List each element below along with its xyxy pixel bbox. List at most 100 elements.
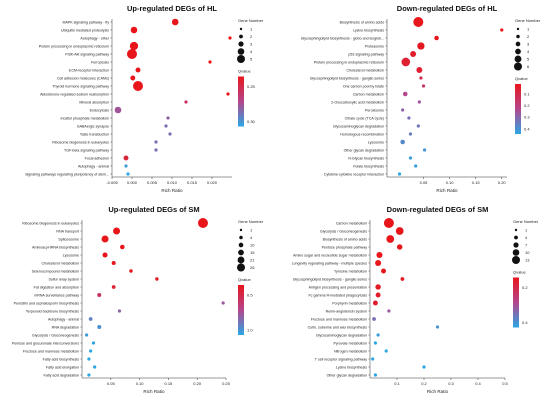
data-point [226,92,230,96]
data-point [407,116,411,120]
data-point [85,333,89,337]
qvalue-legend-title: Qvalue [513,270,526,275]
qvalue-legend-title: Qvalue [238,69,251,74]
x-tick-label: 0.5 [502,381,508,386]
data-point [402,91,408,97]
data-point [129,269,133,273]
data-point [416,67,423,73]
data-point [168,132,172,136]
term-label: Lysosome [368,140,384,144]
term-label: Glycosphingolipid biosynthesis - ganglio… [310,76,385,80]
size-legend-label: 4 [525,235,528,240]
size-legend-label: 13 [525,257,530,262]
data-point [129,41,139,51]
size-legend-dot [237,55,245,63]
x-tick-label: 0.15 [165,381,174,386]
size-legend-label: 4 [527,49,530,54]
x-tick-label: 0.20 [193,381,202,386]
size-legend-label: 3 [250,41,253,46]
term-label: Aldosterone-regulated sodium reabsorptio… [40,92,109,96]
qvalue-legend-label: 0.4 [524,126,530,131]
term-label: Other glycan degradation [327,373,367,377]
size-legend-dot [514,55,522,63]
term-label: Ribosome biogenesis in eukaryotes [22,221,79,225]
term-label: Protein processing in endoplasmic reticu… [314,60,384,64]
size-legend-label: 1 [250,26,253,31]
x-tick-label: 0.005 [147,180,158,185]
size-legend-dot [238,249,244,256]
term-label: Autophagy - other [80,36,109,40]
x-tick-label: 0.3 [448,381,454,386]
term-label: Mineral absorption [79,100,109,104]
x-tick-label: 0.020 [207,180,218,185]
term-label: Porphyrin metabolism [332,301,367,305]
chart-panel-3: Up-regulated DEGs of SM 0.05 0.10 0.15 0.20 0… [12,205,264,394]
data-point [127,49,137,59]
data-point [130,75,136,81]
size-legend-dot [515,48,521,55]
term-label: Aminoacyl-tRNA biosynthesis [32,245,79,249]
data-point [373,373,377,377]
data-point [126,172,130,176]
data-point [171,18,179,26]
term-label: Proteasome [365,44,384,48]
size-legend-dot [238,242,244,248]
data-point [422,365,426,369]
term-label: Fatty acid biosynthesis [43,357,80,361]
data-point [154,140,158,144]
data-point [114,106,122,114]
data-point [422,148,427,152]
term-label: Nitrogen metabolism [334,349,367,353]
term-label: Sulfur relay system [48,277,79,281]
data-point [154,148,158,152]
size-legend-dot [237,256,245,264]
term-label: Fructose and mannose metabolism [23,349,79,353]
size-legend-label: 2 [250,34,253,39]
size-legend-dot [516,27,520,31]
x-tick-label: 0.20 [498,180,507,185]
data-point [376,251,383,259]
size-legend-title: Gene Number [513,219,539,224]
data-point [133,81,143,91]
size-legend-dot [515,41,521,47]
size-legend-dot [514,235,518,240]
data-point [93,365,97,369]
term-label: Cytokine-cytokine receptor interaction [324,172,384,176]
term-label: Lysosome [63,253,79,257]
chart-panel-1: Up-regulated DEGs of HL -0.005 0.000 0.005 0… [25,4,264,193]
term-label: Thyroid hormone signaling pathway [52,84,109,88]
term-label: One carbon pool by folate [343,84,384,88]
data-point [400,139,405,145]
term-label: T cell receptor signaling pathway [315,357,367,361]
x-tick-label: 0.1 [394,381,400,386]
chart-title: Up-regulated DEGs of SM [108,205,199,214]
data-point [88,317,93,321]
data-point [410,51,417,57]
data-point [124,164,128,168]
data-point [373,341,377,345]
term-label: Autophagy - animal [78,164,109,168]
data-point [130,26,138,34]
size-legend-label: 5 [527,56,530,61]
term-label: Cutin, suberine and wax biosynthesis [308,325,368,329]
size-legend-label: 1 [525,227,528,232]
data-point [101,235,109,243]
term-label: Protein processing in endoplasmic reticu… [39,44,109,48]
chart-panel-4: Down-regulated DEGs of SM 0.1 0.2 0.3 0.4 0.5… [292,205,539,394]
term-label: Endocytosis [90,108,110,112]
size-legend-label: 15 [250,250,255,255]
data-point [419,76,423,80]
data-point [408,156,413,160]
qvalue-colorbar [515,84,521,134]
size-legend-dot [238,41,244,47]
size-legend-dot [512,256,520,264]
term-label: Pentose and glucuronate interconversions [12,341,79,345]
chart-title: Up-regulated DEGs of HL [127,4,217,13]
term-label: Taste transduction [80,132,109,136]
term-label: Glycosphingolipid biosynthesis - globo a… [301,36,384,40]
data-point [87,357,91,361]
data-point [371,357,375,361]
term-label: Ferroptosis [91,60,109,64]
x-axis-label: Rich Ratio [161,188,183,193]
